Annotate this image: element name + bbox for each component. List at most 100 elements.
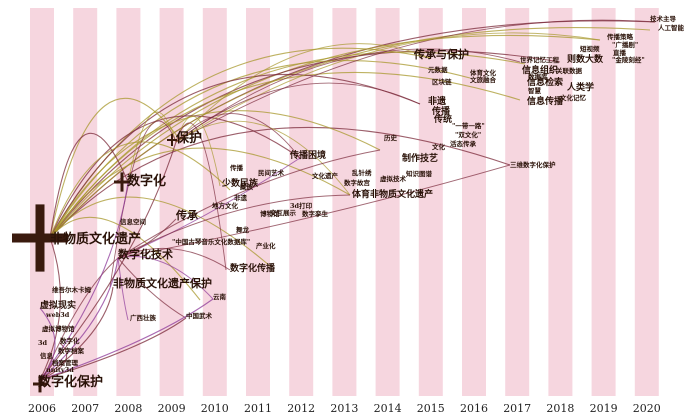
keyword-label: 虚拟现实 (40, 299, 76, 311)
keyword-label: "中国古琴音乐文化数据库" (172, 237, 250, 246)
keyword-label: 文化 (431, 142, 446, 151)
link-curve (39, 317, 187, 381)
keyword-label: 信息空间 (120, 217, 147, 226)
keyword-label: 地方文化 (212, 201, 239, 210)
node-marker-protection (167, 134, 177, 146)
node-markers (12, 134, 177, 393)
link-curve (49, 74, 421, 239)
keyword-label: 乱针绣 (352, 168, 372, 177)
keyword-label: 中国武术 (186, 311, 213, 320)
keyword-label: 技术主导 (650, 14, 677, 23)
keyword-label: 虚拟技术 (380, 174, 407, 183)
keyword-label: 文旅融合 (469, 75, 497, 84)
link-curve (117, 257, 129, 321)
keyword-label: 藏族 (240, 182, 254, 191)
link-curve (117, 257, 187, 319)
node-marker-digital-protection (33, 375, 47, 393)
keyword-label: 产业化 (256, 241, 276, 250)
keyword-label: 三维数字化保护 (510, 160, 556, 169)
year-label-2006: 2006 (28, 402, 56, 415)
keyword-label: 制作技艺 (402, 152, 438, 164)
year-stripe-2017 (505, 8, 530, 396)
keyword-label: 信息检索 (527, 76, 563, 88)
link-curve (39, 237, 61, 381)
link-curve (39, 257, 119, 387)
keyword-label: 数字故宫 (344, 178, 371, 187)
link-curve (175, 120, 351, 196)
keyword-label: 数字化 (127, 173, 166, 189)
keyword-label: 体育文化 (470, 68, 497, 77)
keyword-label: 舞龙 (236, 225, 250, 234)
keyword-label: 民间艺术 (258, 168, 285, 177)
link-curve (49, 27, 651, 239)
keyword-label: "广播剧" (612, 40, 638, 49)
link-curve (109, 120, 177, 288)
keyword-label: 数字化 (60, 336, 80, 345)
keyword-label: 数字档案 (58, 346, 85, 355)
link-curve (39, 286, 114, 381)
keyword-label: 交互展示 (270, 208, 297, 217)
link-curve (49, 216, 201, 301)
link-curve (49, 141, 231, 239)
keyword-label: "双文化" (455, 130, 481, 139)
keyword-label: 传播 (431, 105, 451, 117)
link-curve (175, 115, 221, 187)
keyword-label: 信息组织 (522, 64, 558, 76)
year-axis: 2006 2007 2008 2009 2010 2011 2012 2013 2014 2015… (28, 402, 661, 415)
keyword-label: 传统 (433, 113, 452, 125)
keyword-label: 传承 (175, 208, 199, 222)
keyword-label: 传播 (229, 163, 244, 172)
keyword-label: 数据库 (528, 72, 548, 81)
link-curve (175, 19, 656, 143)
keyword-label: 少数民族 (221, 177, 259, 189)
year-stripe-2013 (332, 8, 357, 396)
node-marker-feiyi (12, 204, 68, 272)
year-label-2007: 2007 (71, 402, 99, 415)
keyword-label: 文化遗产 (311, 171, 339, 180)
keyword-label: "金陵刻经" (612, 55, 645, 64)
link-curve (39, 141, 177, 381)
link-curve (49, 196, 271, 267)
co-occurrence-links (39, 19, 656, 387)
link-curve (127, 111, 177, 183)
keyword-label: 传播困境 (289, 149, 326, 161)
keyword-label: 云南 (213, 292, 227, 301)
keyword-label: 传播策略 (606, 32, 634, 41)
keyword-label: 3d打印 (290, 201, 313, 210)
keyword-label: 世界记忆工程 (520, 55, 560, 64)
year-stripe-2016 (462, 8, 486, 396)
keyword-label: web3d (45, 311, 70, 319)
keyword-label: 人类学 (566, 81, 594, 93)
keyword-label: 非物质文化遗产保护 (113, 276, 212, 290)
keyword-label: 维吾尔木卡姆 (52, 285, 92, 294)
year-label-2008: 2008 (114, 402, 142, 415)
keyword-label: 保护 (175, 130, 202, 146)
keyword-label: 非遗 (428, 95, 447, 107)
keyword-label: 数字孪生 (302, 209, 329, 218)
link-curve (49, 127, 511, 239)
year-stripe-2011 (246, 8, 270, 396)
node-marker-digital (114, 172, 130, 192)
year-stripe-2020 (634, 8, 659, 396)
year-stripe-2018 (548, 8, 573, 396)
year-stripe-2014 (375, 8, 400, 396)
year-label-2019: 2019 (590, 402, 618, 415)
year-label-2017: 2017 (503, 402, 531, 415)
keyword-label: 直播 (613, 48, 627, 57)
link-curve (175, 82, 421, 143)
year-label-2016: 2016 (460, 402, 488, 415)
keyword-label: 档案管理 (51, 358, 79, 367)
link-curve (49, 97, 181, 239)
keyword-label: 数字化保护 (38, 374, 103, 390)
keyword-label: 传承与保护 (413, 47, 469, 61)
year-stripe-2008 (116, 8, 141, 396)
link-curve (175, 113, 301, 159)
link-curve (175, 32, 601, 143)
keyword-label: 文化记忆 (559, 93, 587, 102)
link-curve (39, 342, 68, 381)
keyword-label: 区块链 (432, 77, 452, 86)
keyword-label: 广西壮族 (130, 313, 157, 322)
keyword-label: 非物质文化遗产 (50, 231, 141, 247)
